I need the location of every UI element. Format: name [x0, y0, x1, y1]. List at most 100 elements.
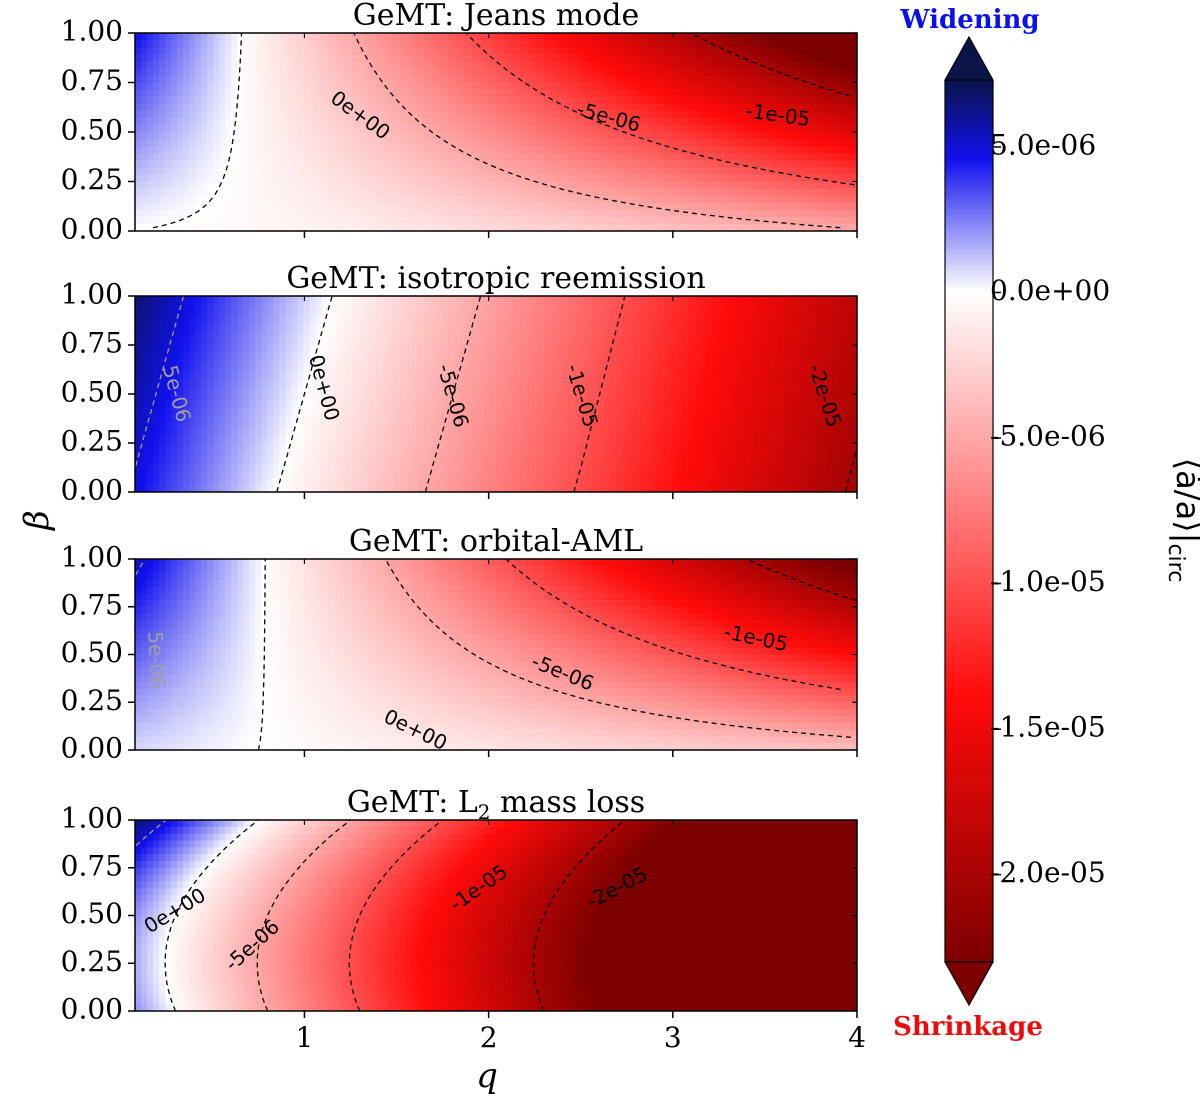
heat-cell [297, 146, 305, 154]
heat-cell [459, 47, 467, 55]
heat-cell [411, 82, 419, 91]
heat-cell [387, 471, 395, 479]
heat-cell [201, 139, 208, 147]
heat-cell [153, 174, 160, 183]
heat-cell [465, 89, 473, 98]
heat-cell [736, 160, 744, 168]
heat-cell [213, 153, 220, 161]
heat-cell [171, 485, 178, 492]
heat-cell [321, 415, 329, 423]
heat-cell [502, 103, 509, 112]
heat-cell [489, 146, 497, 154]
heat-cell [532, 202, 539, 211]
heat-cell [838, 146, 846, 154]
heat-cell [399, 429, 407, 437]
heat-cell [387, 345, 395, 353]
heat-cell [411, 415, 419, 423]
heat-cell [237, 188, 244, 197]
heat-cell [441, 153, 449, 161]
heat-cell [261, 471, 268, 479]
heat-cell [201, 380, 208, 388]
heat-cell [489, 33, 497, 41]
heat-cell [183, 146, 190, 154]
heat-cell [351, 223, 359, 231]
heat-cell [333, 352, 341, 360]
heat-cell [778, 75, 786, 84]
heat-cell [646, 174, 654, 183]
heat-cell [165, 303, 172, 311]
heat-cell [844, 124, 852, 133]
heat-cell [303, 394, 311, 402]
heat-cell [520, 96, 527, 105]
heat-cell [850, 188, 857, 197]
heat-cell [183, 216, 190, 225]
heat-cell [279, 195, 287, 204]
heat-cell [471, 345, 479, 353]
heat-cell [219, 471, 226, 479]
heat-cell [321, 167, 329, 176]
heat-cell [435, 82, 443, 91]
heat-cell [267, 96, 274, 105]
heat-cell [327, 457, 335, 465]
heat-cell [544, 209, 551, 218]
heat-cell [213, 75, 220, 84]
heat-cell [201, 75, 208, 84]
heat-cell [279, 47, 287, 55]
heat-cell [171, 153, 178, 161]
heat-cell [135, 174, 142, 183]
heat-cell [273, 117, 280, 126]
heat-cell [225, 110, 232, 119]
heat-cell [351, 160, 359, 168]
heat-cell [556, 132, 563, 140]
heat-cell [526, 188, 533, 197]
heat-cell [297, 89, 305, 98]
heat-cell [844, 174, 852, 183]
heat-cell [255, 181, 262, 190]
heat-cell [237, 457, 244, 465]
heat-cell [724, 153, 732, 161]
heat-cell [598, 124, 605, 133]
heat-cell [808, 174, 816, 183]
heat-cell [838, 202, 846, 211]
heat-cell [327, 47, 335, 55]
heat-cell [550, 110, 557, 119]
heat-cell [796, 117, 804, 126]
heat-cell [285, 89, 293, 98]
heat-cell [664, 40, 672, 48]
heat-cell [616, 223, 623, 231]
heat-cell [435, 485, 443, 492]
heat-cell [423, 394, 431, 402]
heat-cell [766, 223, 774, 231]
heat-cell [640, 167, 648, 176]
heat-cell [141, 387, 148, 395]
heat-cell [796, 216, 804, 225]
heat-cell [748, 188, 756, 197]
heat-cell [399, 110, 407, 119]
heat-cell [189, 366, 196, 374]
heat-cell [231, 160, 238, 168]
heat-cell [580, 124, 587, 133]
heat-cell [255, 310, 262, 318]
heat-cell [664, 209, 672, 218]
heat-cell [628, 47, 635, 55]
heat-cell [832, 124, 840, 133]
heat-cell [381, 338, 389, 346]
heat-cell [520, 223, 527, 231]
heat-cell [267, 457, 274, 465]
heat-cell [255, 338, 262, 346]
heat-cell [207, 75, 214, 84]
heat-cell [634, 103, 641, 112]
heat-cell [826, 68, 834, 77]
heat-cell [183, 422, 190, 430]
heat-cell [550, 146, 557, 154]
heat-cell [772, 103, 780, 112]
heat-cell [201, 110, 208, 119]
heat-cell [339, 373, 347, 381]
heat-cell [622, 153, 629, 161]
heat-cell [429, 471, 437, 479]
heat-cell [297, 380, 305, 388]
heat-cell [496, 54, 503, 62]
heat-cell [225, 296, 232, 304]
heat-cell [309, 338, 317, 346]
